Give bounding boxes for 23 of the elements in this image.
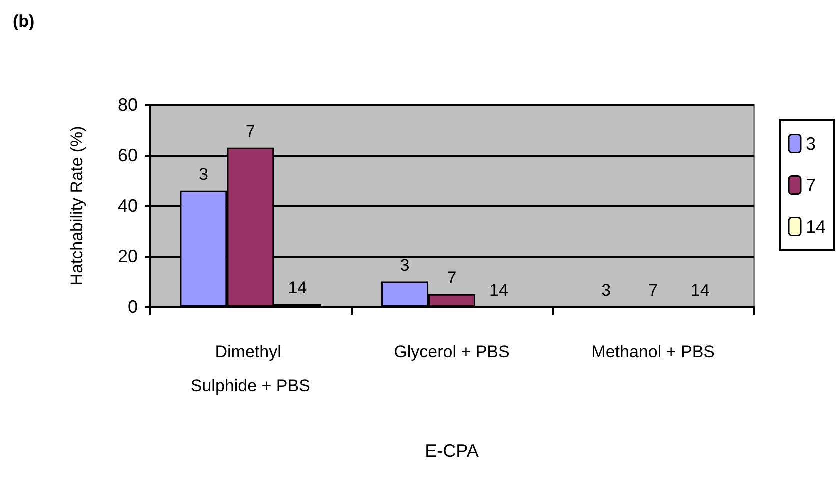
legend-label: 7	[806, 175, 816, 196]
y-tick-label: 60	[118, 146, 138, 166]
legend-label: 3	[806, 134, 816, 154]
y-tick-label: 40	[118, 196, 138, 216]
annotation: 3	[602, 281, 612, 300]
x-axis-title: E-CPA	[425, 441, 479, 461]
annotation: 3	[400, 256, 410, 275]
y-tick-label: 20	[118, 246, 138, 266]
y-tick-label: 0	[128, 297, 138, 317]
annotation: 7	[447, 268, 457, 288]
annotation: 14	[490, 281, 508, 300]
annotation: 7	[648, 281, 658, 300]
y-axis-title: Hatchability Rate (%)	[68, 126, 86, 286]
x-tick-label: Glycerol + PBS	[394, 342, 510, 362]
y-tick-label: 80	[118, 95, 138, 115]
annotation: 3	[198, 164, 208, 184]
x-tick-label: Methanol + PBS	[592, 342, 715, 362]
annotation: 14	[690, 281, 710, 300]
annotation: 14	[288, 278, 308, 298]
x-tick-label: Dimethyl Sulphide + PBS	[190, 342, 310, 396]
legend-label: 14	[806, 216, 826, 237]
chart-title: (b)	[13, 12, 35, 31]
annotation: 7	[246, 122, 256, 141]
